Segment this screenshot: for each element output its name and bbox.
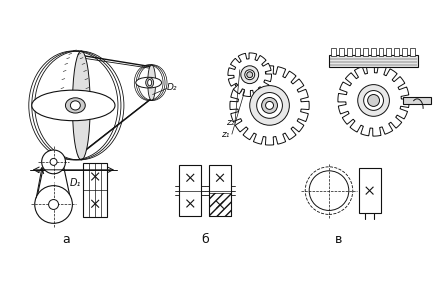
Text: z₁: z₁ — [221, 130, 229, 139]
Ellipse shape — [148, 65, 156, 100]
Ellipse shape — [148, 80, 152, 86]
Ellipse shape — [32, 90, 115, 121]
Circle shape — [250, 85, 290, 125]
Circle shape — [257, 92, 282, 118]
Circle shape — [368, 94, 380, 106]
Bar — [370, 48, 376, 56]
Ellipse shape — [72, 51, 90, 160]
Bar — [347, 48, 352, 56]
Circle shape — [50, 158, 57, 165]
Bar — [378, 48, 384, 56]
Circle shape — [358, 85, 389, 116]
Circle shape — [262, 98, 278, 113]
Text: D₁: D₁ — [70, 178, 81, 188]
Bar — [359, 168, 381, 213]
Circle shape — [309, 171, 349, 210]
Bar — [402, 48, 407, 56]
Ellipse shape — [70, 101, 80, 110]
Polygon shape — [228, 53, 271, 97]
Circle shape — [49, 200, 58, 209]
Bar — [179, 165, 201, 216]
Text: D₂: D₂ — [167, 83, 177, 92]
Ellipse shape — [65, 98, 85, 113]
Bar — [394, 48, 399, 56]
Bar — [209, 193, 231, 216]
Bar — [209, 165, 231, 216]
Polygon shape — [230, 66, 309, 145]
Bar — [209, 193, 231, 216]
Circle shape — [42, 150, 65, 174]
Circle shape — [241, 66, 259, 84]
Bar — [331, 48, 336, 56]
Bar — [386, 48, 392, 56]
Text: z₂: z₂ — [226, 118, 234, 127]
Bar — [403, 97, 431, 104]
Bar — [339, 48, 344, 56]
Text: б: б — [201, 233, 209, 246]
Circle shape — [245, 70, 255, 80]
Polygon shape — [338, 65, 409, 136]
Text: а: а — [63, 233, 70, 246]
Ellipse shape — [146, 78, 154, 88]
Bar — [363, 48, 368, 56]
Text: в: в — [335, 233, 343, 246]
Circle shape — [364, 91, 384, 110]
Circle shape — [247, 72, 253, 78]
Bar — [355, 48, 360, 56]
Circle shape — [35, 186, 72, 223]
Circle shape — [266, 101, 274, 110]
Bar — [83, 163, 107, 218]
Bar — [410, 48, 415, 56]
Bar — [329, 55, 418, 67]
Ellipse shape — [136, 77, 162, 88]
